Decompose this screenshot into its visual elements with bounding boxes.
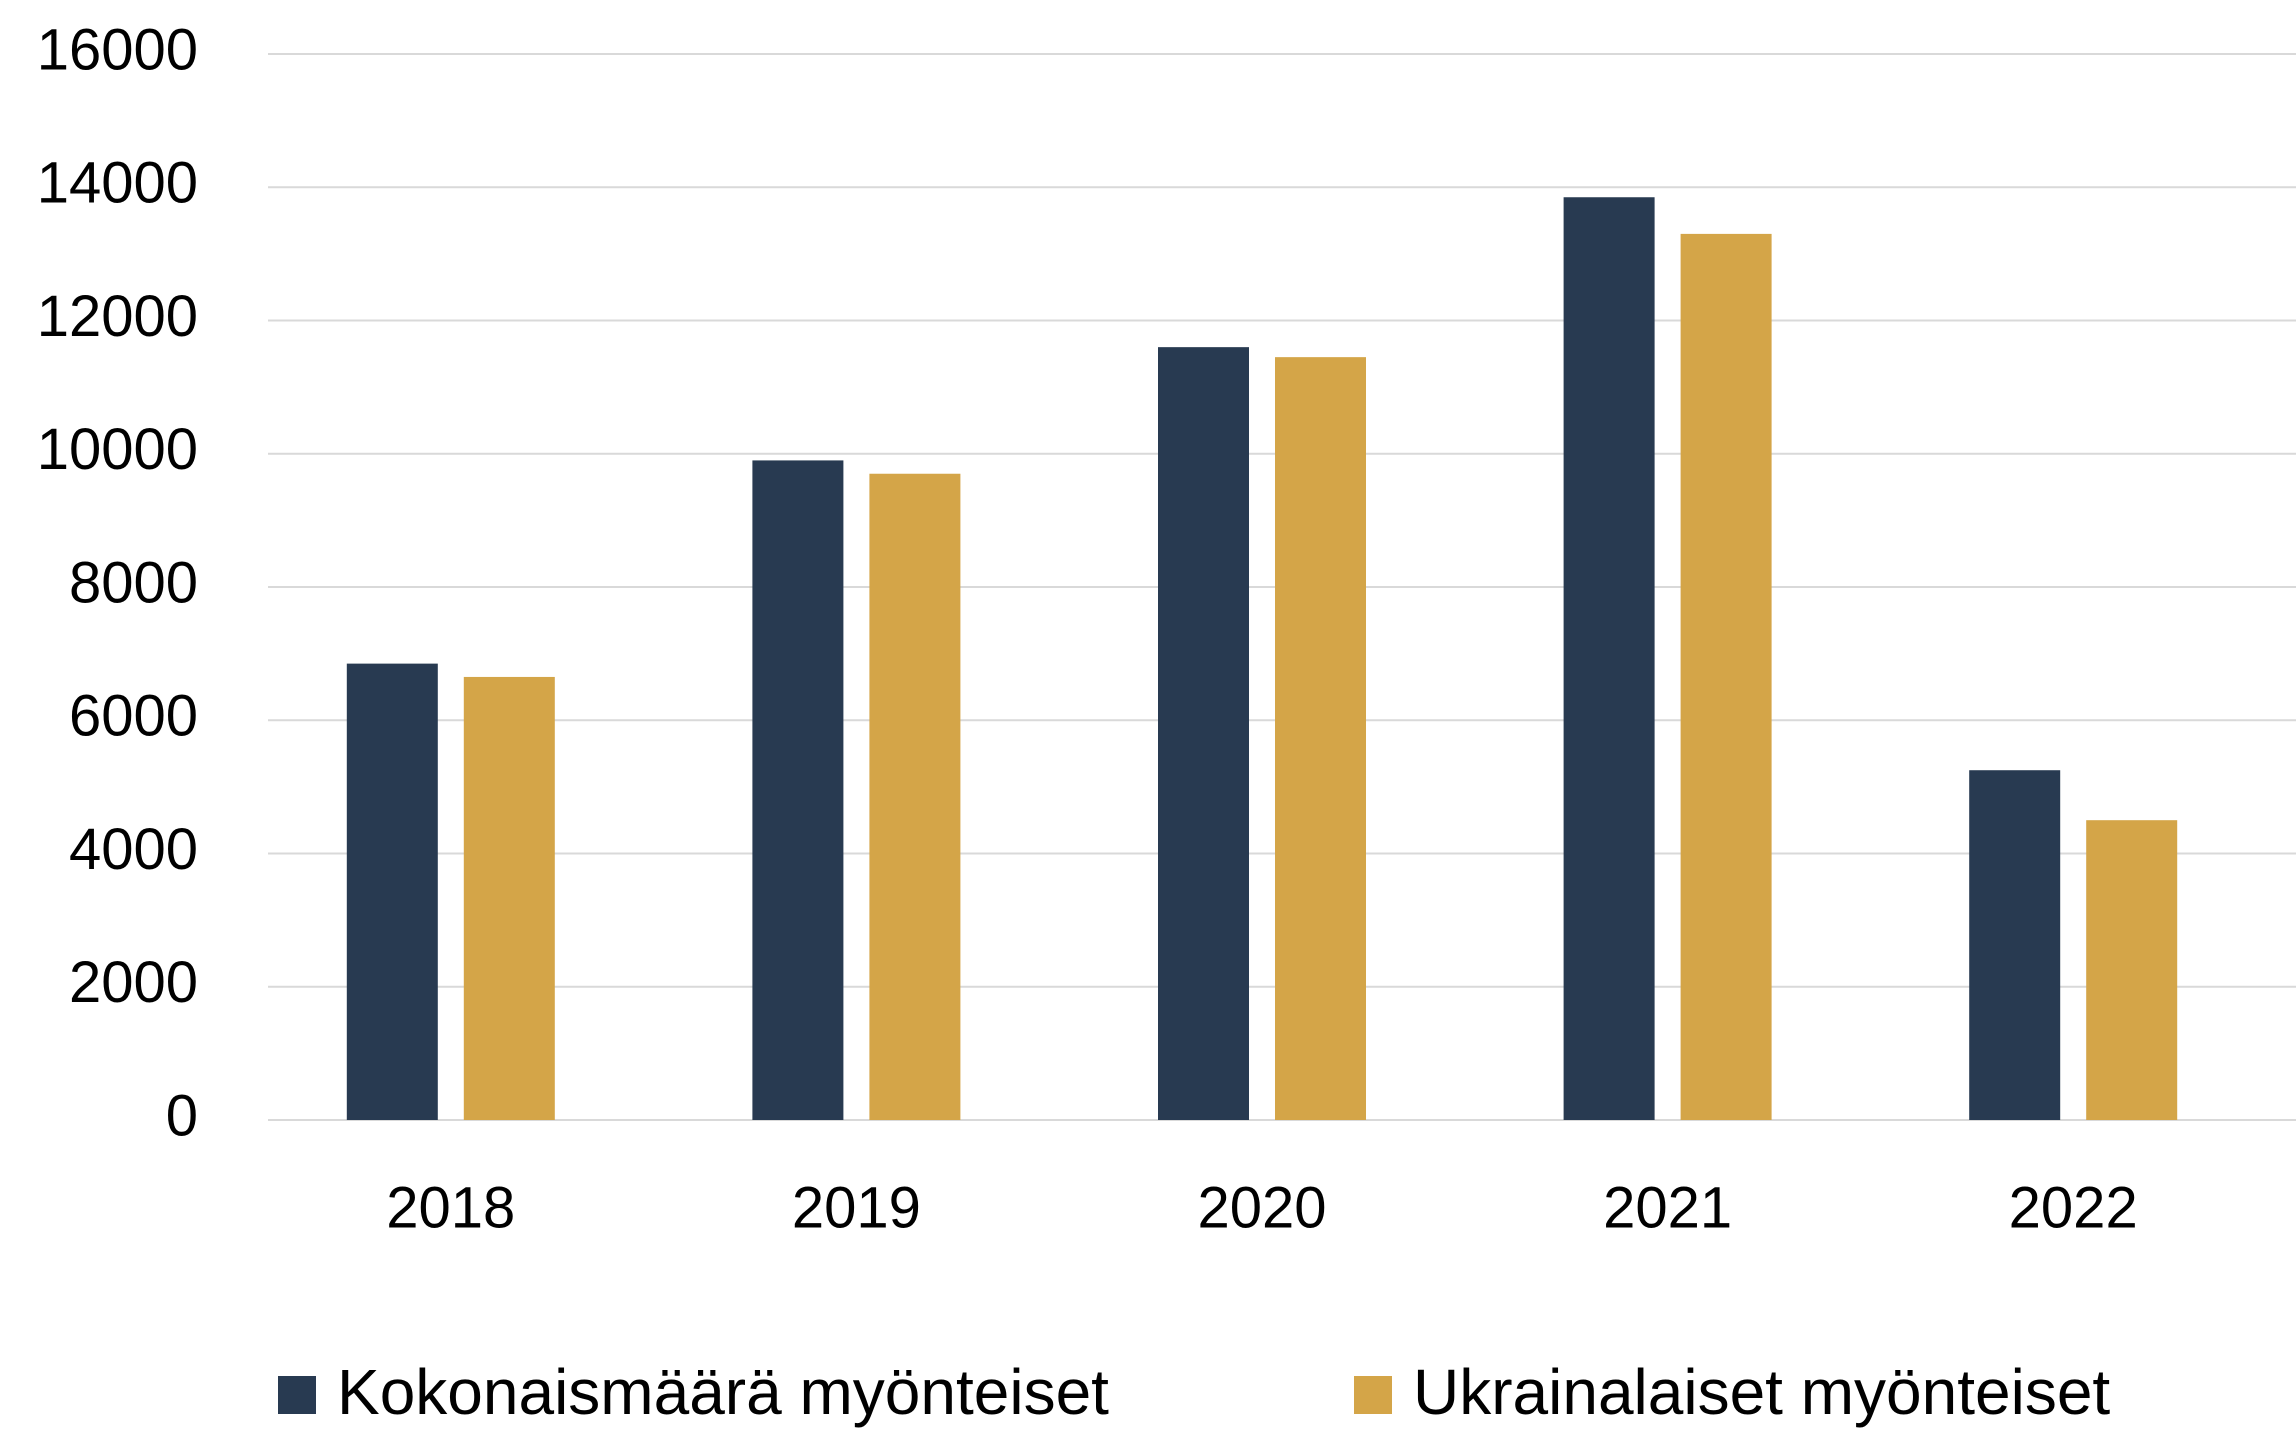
y-tick-label: 2000 bbox=[69, 950, 198, 1015]
bar bbox=[1158, 347, 1249, 1120]
x-tick-label: 2018 bbox=[386, 1175, 515, 1240]
bar bbox=[1680, 233, 1772, 1120]
y-tick-label: 8000 bbox=[69, 550, 198, 615]
y-tick-label: 16000 bbox=[37, 17, 198, 82]
bar bbox=[1969, 770, 2061, 1120]
bar bbox=[346, 663, 438, 1120]
legend-label: Ukrainalaiset myönteiset bbox=[1413, 1356, 2110, 1428]
y-tick-label: 10000 bbox=[37, 417, 198, 482]
x-tick-label: 2020 bbox=[1197, 1175, 1326, 1240]
legend-label: Kokonaismäärä myönteiset bbox=[337, 1356, 1109, 1428]
bar bbox=[1275, 357, 1366, 1120]
x-tick-label: 2021 bbox=[1603, 1175, 1732, 1240]
bar bbox=[2086, 820, 2178, 1120]
x-tick-label: 2019 bbox=[792, 1175, 921, 1240]
bar bbox=[869, 473, 961, 1120]
bar bbox=[463, 676, 555, 1120]
bar bbox=[1563, 197, 1655, 1120]
y-tick-label: 0 bbox=[166, 1083, 198, 1148]
bar bbox=[752, 460, 844, 1121]
x-tick-label: 2022 bbox=[2009, 1175, 2138, 1240]
y-tick-label: 4000 bbox=[69, 817, 198, 882]
legend-swatch bbox=[278, 1376, 316, 1414]
y-tick-label: 14000 bbox=[37, 151, 198, 216]
y-tick-label: 12000 bbox=[37, 284, 198, 349]
y-tick-label: 6000 bbox=[69, 684, 198, 749]
legend-swatch bbox=[1354, 1376, 1392, 1414]
